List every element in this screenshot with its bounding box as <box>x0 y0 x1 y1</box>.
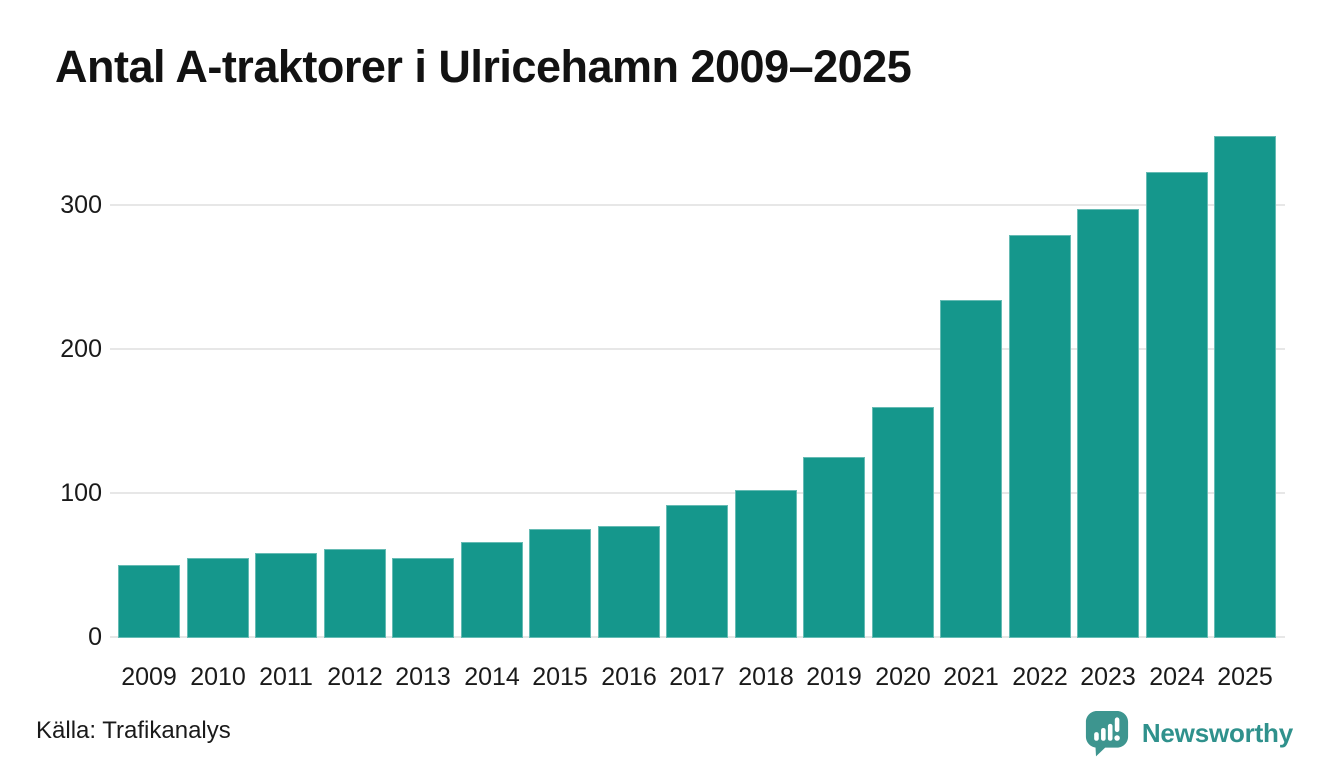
y-axis-tick-label: 100 <box>60 479 102 507</box>
mini-bar-1 <box>1094 732 1099 741</box>
bar-2013 <box>392 558 454 638</box>
x-axis-tick-label-2025: 2025 <box>1217 663 1273 691</box>
mini-bar-3 <box>1107 723 1113 741</box>
y-axis-tick-label: 300 <box>60 191 102 219</box>
x-axis-tick-label-2010: 2010 <box>190 663 246 691</box>
y-axis-tick-label: 200 <box>60 335 102 363</box>
gridline-100 <box>110 492 1285 494</box>
bar-2011 <box>255 553 317 638</box>
x-axis-tick-label-2012: 2012 <box>327 663 383 691</box>
bar-2025 <box>1214 136 1276 638</box>
bar-2024 <box>1146 172 1208 638</box>
x-axis-tick-label-2017: 2017 <box>669 663 725 691</box>
newsworthy-logo-text: Newsworthy <box>1141 717 1293 748</box>
x-axis-tick-label-2021: 2021 <box>943 663 999 691</box>
bar-2018 <box>735 490 797 638</box>
bar-2019 <box>803 457 865 638</box>
x-axis-tick-label-2014: 2014 <box>464 663 520 691</box>
x-axis-tick-label-2013: 2013 <box>395 663 451 691</box>
exclamation-dot <box>1114 735 1120 741</box>
x-axis-tick-label-2024: 2024 <box>1149 663 1205 691</box>
x-axis-tick-label-2015: 2015 <box>532 663 588 691</box>
x-axis-tick-label-2016: 2016 <box>601 663 657 691</box>
bar-2012 <box>324 549 386 638</box>
source-caption: Källa: Trafikanalys <box>36 717 231 744</box>
newsworthy-bubble-chart-icon <box>1085 711 1128 757</box>
x-axis-tick-label-2011: 2011 <box>259 663 313 691</box>
gridline-200 <box>110 348 1285 350</box>
x-axis-tick-label-2009: 2009 <box>121 663 177 691</box>
bar-2021 <box>940 300 1002 638</box>
y-axis-tick-label: 0 <box>88 623 102 651</box>
x-axis-tick-label-2019: 2019 <box>806 663 862 691</box>
x-axis-tick-label-2020: 2020 <box>875 663 931 691</box>
bar-2016 <box>598 526 660 638</box>
gridline-300 <box>110 204 1285 206</box>
x-axis-tick-label-2018: 2018 <box>738 663 794 691</box>
bar-2023 <box>1077 209 1139 638</box>
exclamation-bar <box>1114 717 1120 733</box>
bar-2020 <box>872 407 934 638</box>
bar-2017 <box>666 505 728 638</box>
bar-2010 <box>187 558 249 638</box>
bar-2022 <box>1009 235 1071 638</box>
bar-2015 <box>529 529 591 638</box>
chart-title: Antal A-traktorer i Ulricehamn 2009–2025 <box>55 41 912 92</box>
newsworthy-logo: Newsworthy <box>1085 708 1293 758</box>
x-axis-tick-label-2022: 2022 <box>1012 663 1068 691</box>
speech-bubble-shape <box>1085 711 1128 757</box>
bar-2014 <box>461 542 523 638</box>
bar-2009 <box>118 565 180 638</box>
mini-bar-2 <box>1100 727 1106 741</box>
x-axis-tick-label-2023: 2023 <box>1080 663 1136 691</box>
